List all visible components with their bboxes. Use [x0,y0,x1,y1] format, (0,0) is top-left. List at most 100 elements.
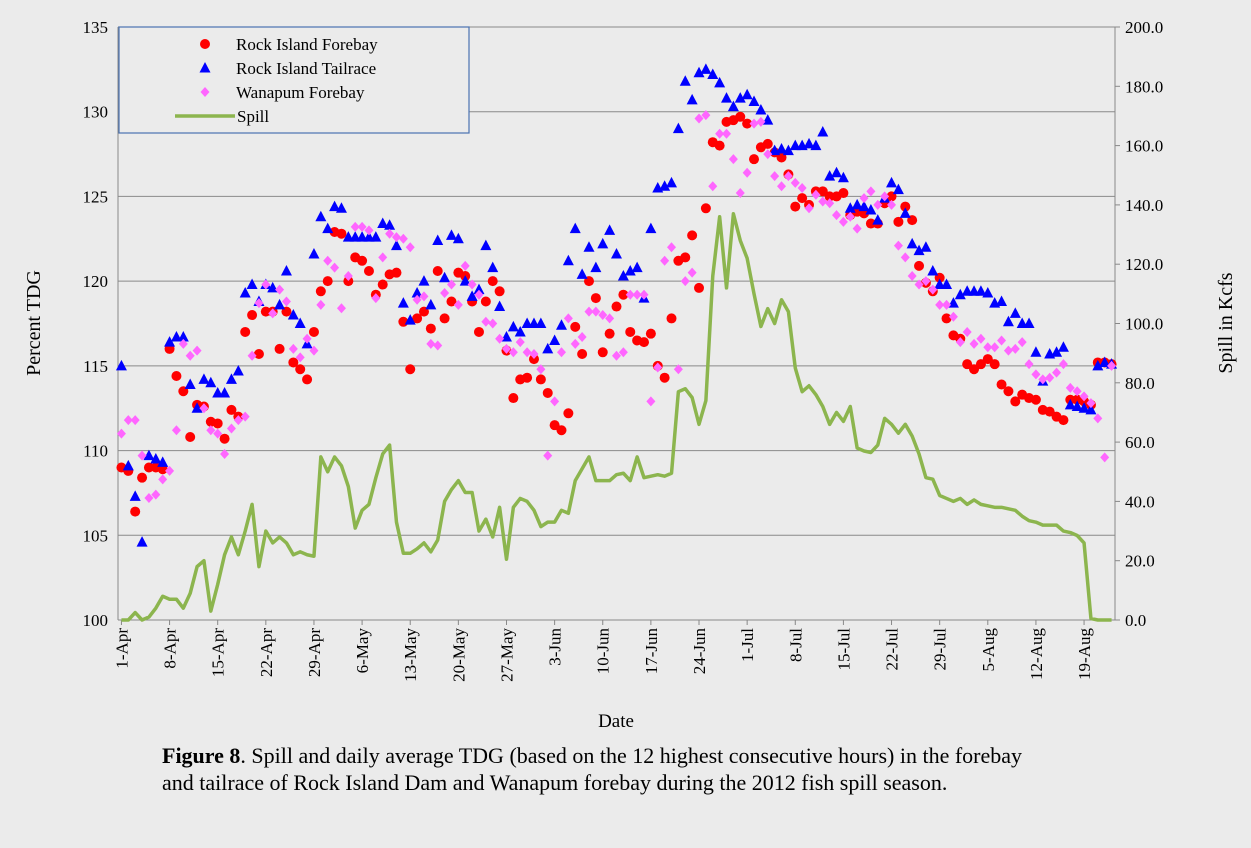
marker-diamond [770,171,780,182]
marker-diamond [151,489,161,500]
marker-diamond [316,299,326,310]
marker-triangle [136,536,148,547]
marker-triangle [164,336,176,347]
marker-triangle [562,254,574,266]
x-tick-label: 1-Apr [112,628,131,669]
marker-triangle [748,95,760,107]
marker-circle [1003,386,1014,397]
marker-circle [742,118,753,129]
marker-diamond [742,167,752,178]
marker-triangle [934,278,946,290]
marker-triangle [452,232,464,244]
x-tick-label: 19-Aug [1075,628,1094,680]
marker-circle [302,374,313,385]
marker-diamond [646,396,656,407]
marker-diamond [495,333,505,344]
marker-diamond [701,110,711,121]
marker-diamond [976,333,986,344]
marker-triangle [604,224,616,235]
marker-triangle [913,244,925,256]
marker-circle [975,359,986,370]
marker-diamond [178,338,188,349]
marker-circle [240,326,251,337]
marker-triangle [789,139,801,151]
marker-triangle [700,63,712,74]
marker-diamond [880,191,890,202]
marker-triangle [535,317,547,328]
marker-diamond [192,345,202,356]
marker-circle [432,265,443,276]
marker-triangle [734,92,746,103]
marker-diamond [893,240,903,251]
marker-diamond [838,216,848,227]
marker-diamond [639,289,649,300]
marker-diamond [983,342,993,353]
marker-circle [357,255,368,266]
marker-diamond [825,198,835,209]
marker-diamond [350,221,360,232]
marker-diamond [632,289,642,300]
marker-triangle [122,459,134,471]
marker-triangle [569,222,581,234]
marker-diamond [144,493,154,504]
marker-diamond [302,333,312,344]
marker-triangle [356,231,368,242]
marker-triangle [170,331,182,342]
x-tick-label: 6-May [353,628,372,674]
marker-circle [914,260,925,271]
marker-diamond [612,350,621,361]
marker-diamond [1031,369,1041,380]
marker-diamond [137,450,147,461]
marker-diamond [171,425,181,436]
marker-diamond [254,298,264,309]
marker-triangle [335,202,347,213]
marker-triangle [645,222,657,234]
marker-diamond [123,415,133,426]
marker-triangle [411,287,423,298]
marker-triangle [865,203,877,215]
marker-diamond [948,311,958,322]
marker-triangle [370,231,382,242]
marker-triangle [714,76,726,88]
y-tick-label: 120 [83,272,109,291]
marker-diamond [130,415,140,426]
marker-diamond [220,448,230,459]
x-axis-title: Date [598,711,634,732]
marker-triangle [1016,317,1028,328]
y-tick-label: 115 [83,357,108,376]
marker-diamond [900,252,910,263]
marker-diamond [866,186,876,197]
marker-triangle [377,217,389,229]
y2-tick-label: 200.0 [1125,18,1163,37]
marker-diamond [935,299,945,310]
marker-triangle [782,144,794,156]
marker-circle [838,188,849,199]
marker-triangle [1078,402,1090,413]
caption-label: Figure 8 [162,743,241,768]
marker-triangle [666,176,678,188]
marker-diamond [914,279,924,290]
marker-triangle [892,183,904,195]
marker-triangle [1092,359,1104,371]
caption: Figure 8. Spill and daily average TDG (b… [162,742,1052,796]
marker-triangle [844,202,856,213]
chart: Percent TDG Spill in Kcfs Date 100 105 110… [23,18,1237,732]
marker-diamond [275,284,285,295]
marker-triangle [906,237,918,249]
marker-diamond [735,188,745,199]
marker-diamond [591,306,601,317]
marker-diamond [777,181,787,192]
marker-circle [639,337,650,348]
marker-diamond [343,271,353,282]
spill-line [121,212,1112,622]
marker-circle [556,425,567,436]
marker-circle [226,404,237,415]
marker-circle [446,296,457,307]
marker-diamond [550,396,560,407]
marker-triangle [555,319,567,330]
x-tick-label: 12-Aug [1027,628,1046,680]
marker-diamond [467,279,477,290]
x-tick-label: 15-Apr [209,628,228,677]
marker-circle [1010,396,1021,407]
marker-triangle [487,261,499,273]
